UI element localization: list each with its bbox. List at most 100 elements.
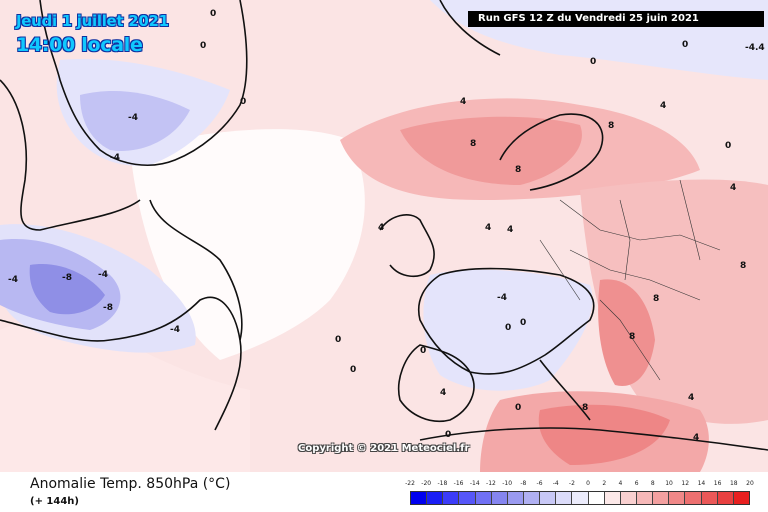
- scale-tick-label: 10: [665, 480, 673, 487]
- cold-zone-france: [423, 269, 593, 391]
- scale-swatch: [540, 492, 557, 504]
- scale-swatch: [685, 492, 702, 504]
- greenland-coast: [39, 0, 248, 166]
- contour-label: 0: [590, 57, 596, 67]
- contour-label: -4: [98, 270, 108, 280]
- contour-label: -8: [103, 303, 113, 313]
- scale-swatch: [491, 492, 508, 504]
- parameter-title: Anomalie Temp. 850hPa (°C): [30, 476, 231, 492]
- scale-tick-label: 20: [746, 480, 754, 487]
- cold-zone-labrador-core: [29, 264, 105, 315]
- scale-tick-label: -20: [421, 480, 432, 487]
- scale-swatch: [443, 492, 460, 504]
- contour-label: 0: [240, 97, 246, 107]
- run-banner: Run GFS 12 Z du Vendredi 25 juin 2021: [468, 11, 764, 27]
- contour-label: 8: [629, 332, 635, 342]
- scale-swatch: [701, 492, 718, 504]
- scale-tick-label: -18: [437, 480, 448, 487]
- contour-label: 0: [682, 40, 688, 50]
- scandinavia-coast: [499, 113, 604, 191]
- contour-label: 0: [210, 9, 216, 19]
- contour-label: 0: [420, 346, 426, 356]
- scale-swatch: [556, 492, 573, 504]
- scale-tick-label: 4: [618, 480, 623, 487]
- lead-time: (+ 144h): [30, 496, 79, 507]
- italy-coast: [539, 359, 591, 421]
- contour-label: 4: [507, 225, 513, 235]
- contour-label: 0: [520, 318, 526, 328]
- france-outline: [418, 267, 595, 375]
- scale-swatch: [475, 492, 492, 504]
- neutral-zone: [130, 129, 365, 360]
- scale-swatch: [717, 492, 734, 504]
- scale-swatch: [427, 492, 444, 504]
- scale-tick-label: 2: [602, 480, 607, 487]
- scale-tick-label: -2: [568, 480, 575, 487]
- scale-swatch: [572, 492, 589, 504]
- scale-swatch: [588, 492, 605, 504]
- contour-label: -4: [497, 293, 507, 303]
- scale-tick-label: 6: [634, 480, 639, 487]
- scale-tick-label: 8: [650, 480, 655, 487]
- coastlines: [0, 0, 768, 451]
- contour-label: -4.4: [745, 43, 765, 53]
- weather-map: 0 0 0 0 4 -4 -4 -8 -8 -4 -4 -4 4 8 8 8 4 4 -4 0 0 8 8 8 8 4 4 -4.4 0…: [0, 0, 768, 472]
- contour-label: 0: [515, 403, 521, 413]
- warm-zone-africa-core: [538, 404, 670, 465]
- contour-label: 0: [725, 141, 731, 151]
- contour-label: 4: [660, 101, 666, 111]
- contour-label: -4: [128, 113, 138, 123]
- contour-label: 0: [200, 41, 206, 51]
- scale-tick-label: -8: [520, 480, 527, 487]
- canada-coast-north: [0, 79, 141, 231]
- contour-label: 0: [335, 335, 341, 345]
- warm-zone-balkans: [598, 279, 655, 386]
- contour-label: -4: [110, 153, 120, 163]
- scale-swatch: [733, 492, 749, 504]
- forecast-time: 14:00 locale: [16, 34, 143, 56]
- warm-zone-scandinavia-core: [400, 116, 582, 185]
- contour-label: 4: [693, 433, 699, 443]
- contour-label: 8: [740, 261, 746, 271]
- scale-swatch: [523, 492, 541, 504]
- warm-zone-sw: [0, 321, 250, 472]
- uk-coast: [379, 214, 435, 278]
- contour-label: 4: [730, 183, 736, 193]
- contour-label: 0: [505, 323, 511, 333]
- contour-label: 0: [350, 365, 356, 375]
- contour-label: -4: [8, 275, 18, 285]
- contour-label: 0: [445, 430, 451, 440]
- contour-label: 8: [515, 165, 521, 175]
- scale-tick-label: -6: [536, 480, 543, 487]
- scale-tick-label: 0: [586, 480, 591, 487]
- forecast-date: Jeudi 1 juillet 2021: [16, 12, 169, 30]
- labrador-coast: [0, 296, 242, 431]
- svalbard-coast: [439, 0, 501, 56]
- contour-label: 4: [378, 223, 384, 233]
- contour-label: 8: [470, 139, 476, 149]
- scale-tick-label: -22: [405, 480, 415, 487]
- map-footer: Anomalie Temp. 850hPa (°C) (+ 144h) -22-…: [0, 472, 768, 512]
- scale-swatch: [411, 492, 428, 504]
- contour-label: 4: [688, 393, 694, 403]
- scale-tick-label: -10: [502, 480, 513, 487]
- hudson-coast: [149, 199, 243, 341]
- scale-swatch: [620, 492, 637, 504]
- scale-tick-label: -16: [453, 480, 464, 487]
- scale-swatch: [636, 492, 654, 504]
- scale-swatch: [653, 492, 670, 504]
- contour-label: -4: [170, 325, 180, 335]
- scale-tick-label: 18: [729, 480, 738, 487]
- contour-label: 8: [582, 403, 588, 413]
- cold-zone-greenland-core: [80, 90, 190, 151]
- contour-label: -8: [62, 273, 72, 283]
- scale-tick-label: -12: [486, 480, 496, 487]
- scale-tick-label: 16: [713, 480, 722, 487]
- contour-label: 4: [485, 223, 491, 233]
- scale-swatch: [507, 492, 524, 504]
- contour-label: 8: [653, 294, 659, 304]
- scale-swatch: [669, 492, 686, 504]
- contour-label: 4: [440, 388, 446, 398]
